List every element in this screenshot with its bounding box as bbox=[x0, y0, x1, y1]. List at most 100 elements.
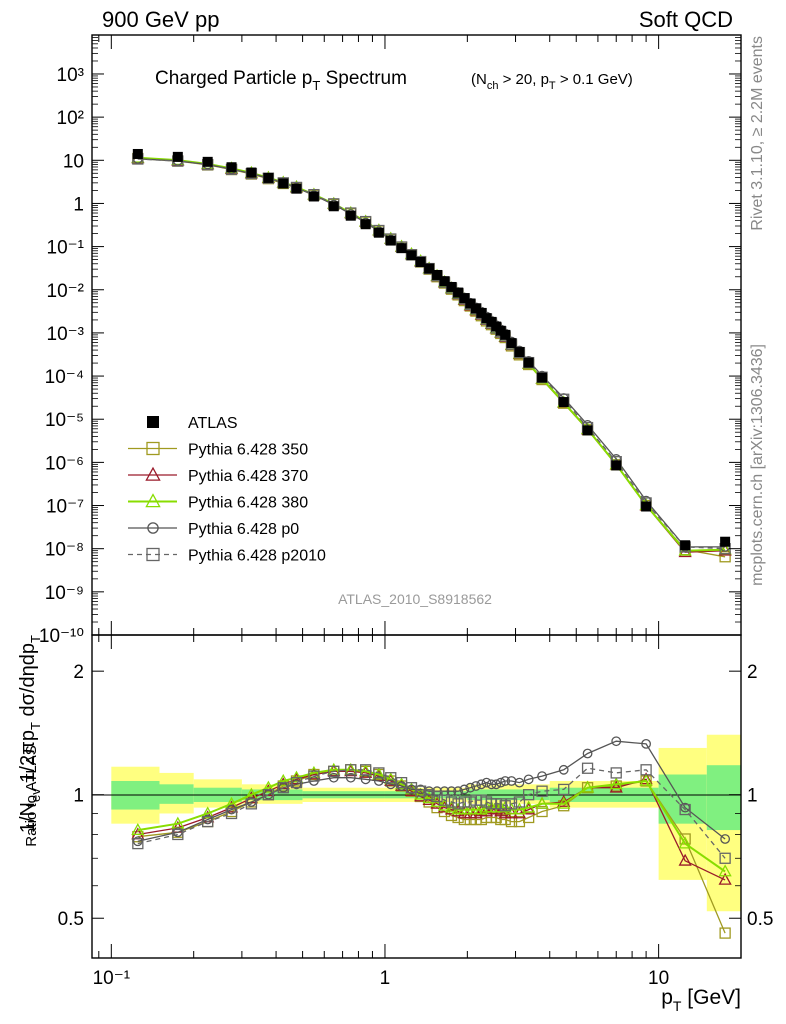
ratio-point bbox=[537, 771, 547, 782]
ratio-point bbox=[225, 807, 238, 820]
data-point bbox=[385, 235, 396, 246]
ratio-point bbox=[582, 748, 593, 759]
ratio-point bbox=[536, 805, 548, 818]
ratio-point bbox=[610, 767, 622, 779]
data-point bbox=[611, 460, 622, 471]
ratio-point bbox=[345, 764, 357, 776]
ratio-series-pythia-6-428-p2010 bbox=[132, 762, 731, 864]
ratio-point bbox=[498, 800, 512, 813]
ratio-point bbox=[498, 806, 512, 819]
ratio-point bbox=[580, 780, 595, 793]
data-point bbox=[459, 293, 470, 304]
ratio-point bbox=[414, 787, 428, 800]
ratio-point bbox=[491, 779, 502, 790]
data-point bbox=[641, 501, 652, 512]
data-point bbox=[506, 338, 517, 349]
ratio-point bbox=[263, 789, 274, 800]
ratio-series-group bbox=[131, 736, 732, 939]
ratio-point bbox=[523, 774, 534, 785]
main-y-tick-label: 10⁻⁵ bbox=[45, 410, 84, 431]
series-atlas bbox=[132, 148, 731, 551]
ratio-point bbox=[328, 765, 340, 777]
ratio-point bbox=[328, 772, 339, 783]
mcplots-label: mcplots.cern.ch [arXiv:1306.3436] bbox=[749, 344, 766, 586]
ratio-point bbox=[452, 798, 464, 810]
ratio-point bbox=[500, 776, 511, 786]
data-point bbox=[500, 329, 511, 340]
uncertainty-band-green bbox=[706, 765, 741, 831]
x-axis-label: pT [GeV] bbox=[661, 986, 741, 1014]
ratio-point bbox=[639, 772, 653, 785]
legend: ATLAS Pythia 6.428 350 Pythia 6.428 370 Pyt… bbox=[128, 415, 326, 565]
ratio-point bbox=[719, 927, 731, 939]
main-panel: 10⁻¹⁰ 10⁻⁹ 10⁻⁸ 10⁻⁷ 10⁻⁶ 10⁻⁵ 10⁻⁴ 10⁻³ 10⁻² 10⁻… bbox=[17, 34, 742, 833]
data-point bbox=[360, 219, 371, 230]
main-y-tick-label: 10⁻² bbox=[47, 281, 85, 302]
ratio-point bbox=[481, 777, 492, 788]
ratio-point bbox=[385, 779, 396, 790]
ratio-point bbox=[246, 797, 257, 807]
ratio-point bbox=[276, 773, 290, 786]
ratio-y-tick-label: 1 bbox=[73, 786, 84, 807]
data-point bbox=[345, 210, 356, 221]
ratio-point bbox=[373, 776, 384, 786]
data-point bbox=[514, 347, 525, 358]
ratio-point bbox=[373, 767, 385, 779]
data-point bbox=[246, 167, 257, 178]
legend-label: Pythia 6.428 370 bbox=[188, 468, 308, 485]
ratio-point bbox=[465, 782, 476, 793]
ratio-point bbox=[505, 815, 518, 828]
ratio-point bbox=[276, 777, 290, 790]
legend-marker bbox=[145, 466, 161, 481]
ratio-point bbox=[201, 806, 215, 819]
ratio-point bbox=[446, 786, 457, 797]
data-point bbox=[226, 162, 237, 173]
main-y-tick-label: 10⁻⁶ bbox=[45, 453, 84, 474]
ratio-point bbox=[640, 764, 652, 776]
ratio-point bbox=[476, 779, 487, 790]
header-left: 900 GeV pp bbox=[102, 7, 219, 32]
ratio-point bbox=[308, 770, 320, 782]
main-series-group bbox=[131, 148, 732, 563]
main-y-tick-label: 10⁻⁸ bbox=[45, 540, 84, 561]
ratio-point bbox=[522, 800, 536, 813]
ratio-point bbox=[261, 780, 275, 793]
ratio-point bbox=[262, 789, 275, 801]
chart-subtitle: (Nch > 20, pT > 0.1 GeV) bbox=[471, 71, 633, 92]
ratio-point bbox=[536, 785, 548, 797]
ratio-y-tick-label-right: 0.5 bbox=[747, 909, 773, 930]
ratio-y-tick-label-right: 1 bbox=[747, 786, 758, 807]
legend-marker bbox=[146, 441, 160, 456]
main-y-axis-label: 1/Nev 1/2πpT dσ/dηdpT bbox=[17, 635, 43, 833]
main-y-tick-label: 10⁻¹⁰ bbox=[39, 626, 84, 647]
data-point bbox=[278, 178, 289, 189]
legend-marker bbox=[147, 416, 159, 428]
ratio-point bbox=[132, 837, 144, 850]
legend-label: Pythia 6.428 350 bbox=[188, 442, 308, 459]
ratio-point bbox=[479, 804, 494, 817]
ratio-point bbox=[609, 777, 623, 790]
ratio-point bbox=[522, 789, 535, 801]
rivet-version-label: Rivet 3.1.10, ≥ 2.2M events bbox=[749, 36, 766, 231]
x-tick-label: 1 bbox=[380, 968, 391, 989]
ratio-point bbox=[641, 738, 652, 749]
main-y-tick-label: 10⁻¹ bbox=[47, 238, 85, 259]
legend-marker bbox=[145, 493, 161, 508]
ratio-point bbox=[679, 803, 691, 816]
data-point bbox=[328, 201, 339, 212]
ratio-point bbox=[396, 781, 407, 791]
main-y-tick-label: 10⁻⁴ bbox=[45, 367, 84, 388]
ratio-point bbox=[385, 772, 397, 784]
ratio-point bbox=[718, 872, 732, 885]
ratio-point bbox=[372, 767, 386, 780]
ratio-point bbox=[719, 852, 731, 864]
ratio-point bbox=[469, 806, 483, 819]
ratio-point bbox=[558, 764, 569, 775]
ratio-point bbox=[720, 834, 731, 844]
ratio-point bbox=[464, 796, 476, 808]
analysis-watermark: ATLAS_2010_S8918562 bbox=[338, 591, 492, 607]
main-y-tick-label: 10⁻⁷ bbox=[46, 497, 84, 518]
ratio-point bbox=[535, 796, 549, 809]
ratio-point bbox=[226, 804, 237, 815]
